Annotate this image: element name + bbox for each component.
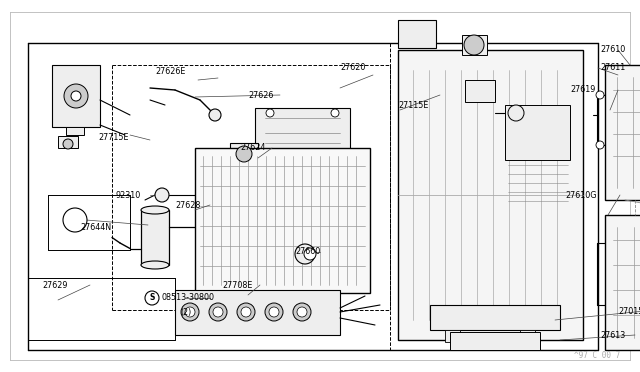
Circle shape xyxy=(63,139,73,149)
Circle shape xyxy=(596,91,604,99)
Bar xyxy=(255,108,350,153)
Circle shape xyxy=(331,109,339,117)
Text: 27644N: 27644N xyxy=(80,224,111,232)
Circle shape xyxy=(213,307,223,317)
Text: 27015E: 27015E xyxy=(618,308,640,317)
Circle shape xyxy=(241,307,251,317)
Text: 27115E: 27115E xyxy=(398,100,428,109)
Text: 27611: 27611 xyxy=(600,64,625,73)
Circle shape xyxy=(293,303,311,321)
Bar xyxy=(450,332,540,350)
Bar xyxy=(141,210,169,265)
Ellipse shape xyxy=(141,261,169,269)
Bar xyxy=(505,105,570,160)
Bar xyxy=(398,20,436,48)
Circle shape xyxy=(71,91,81,101)
Bar xyxy=(445,330,460,342)
Text: 27620: 27620 xyxy=(340,64,365,73)
Bar xyxy=(605,65,640,200)
Text: ^97 C 00 7: ^97 C 00 7 xyxy=(573,351,620,360)
Text: 27626E: 27626E xyxy=(155,67,186,77)
Circle shape xyxy=(63,208,87,232)
Bar xyxy=(398,50,583,340)
Text: 27613: 27613 xyxy=(600,330,625,340)
Text: 27610: 27610 xyxy=(600,45,625,55)
Circle shape xyxy=(269,307,279,317)
Bar xyxy=(462,35,487,55)
Circle shape xyxy=(64,84,88,108)
Bar xyxy=(58,136,78,148)
Bar xyxy=(255,245,300,263)
Circle shape xyxy=(181,303,199,321)
Text: 27628: 27628 xyxy=(175,201,200,209)
Circle shape xyxy=(209,303,227,321)
Bar xyxy=(430,305,560,330)
Ellipse shape xyxy=(141,206,169,214)
Circle shape xyxy=(155,188,169,202)
Circle shape xyxy=(185,307,195,317)
Text: 27626: 27626 xyxy=(248,90,273,99)
Circle shape xyxy=(304,248,316,260)
Text: 27610G: 27610G xyxy=(565,190,596,199)
Text: 27715E: 27715E xyxy=(98,134,129,142)
Text: 27624: 27624 xyxy=(240,144,266,153)
Circle shape xyxy=(295,244,315,264)
Circle shape xyxy=(237,303,255,321)
Bar xyxy=(230,143,258,165)
Bar xyxy=(520,330,535,342)
Text: 27629: 27629 xyxy=(42,280,67,289)
Circle shape xyxy=(464,35,484,55)
Text: S: S xyxy=(149,294,155,302)
Text: (2): (2) xyxy=(180,308,191,317)
Text: 27660: 27660 xyxy=(295,247,320,257)
Text: 08513-30800: 08513-30800 xyxy=(162,294,215,302)
Circle shape xyxy=(508,105,524,121)
Circle shape xyxy=(209,109,221,121)
Circle shape xyxy=(596,141,604,149)
Text: 27619: 27619 xyxy=(570,86,595,94)
Text: 27708E: 27708E xyxy=(222,280,252,289)
Bar xyxy=(465,80,495,102)
Bar xyxy=(605,215,640,350)
Circle shape xyxy=(236,146,252,162)
Text: 92310: 92310 xyxy=(115,190,140,199)
Bar xyxy=(195,148,370,293)
Bar xyxy=(66,127,84,135)
Circle shape xyxy=(265,303,283,321)
Bar xyxy=(175,290,340,335)
Circle shape xyxy=(266,109,274,117)
Bar xyxy=(52,65,100,127)
Circle shape xyxy=(297,307,307,317)
Circle shape xyxy=(145,291,159,305)
